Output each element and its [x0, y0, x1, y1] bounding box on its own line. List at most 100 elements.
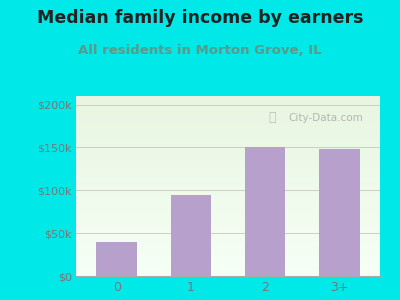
Bar [76, 150, 380, 151]
Bar [76, 99, 380, 100]
Bar [76, 181, 380, 182]
Bar [76, 209, 380, 210]
Bar [76, 225, 380, 226]
Bar [76, 205, 380, 206]
Bar [76, 112, 380, 113]
Bar [76, 193, 380, 194]
Bar [76, 105, 380, 106]
Bar [76, 230, 380, 231]
Bar [76, 261, 380, 262]
Bar [76, 166, 380, 167]
Bar [76, 275, 380, 276]
Bar [76, 108, 380, 109]
Bar [76, 137, 380, 138]
Bar [76, 171, 380, 172]
Bar [76, 157, 380, 158]
Bar [76, 215, 380, 216]
Bar [76, 142, 380, 143]
Bar [76, 179, 380, 180]
Bar [76, 173, 380, 174]
Bar [76, 226, 380, 227]
Bar [76, 119, 380, 120]
Bar [76, 241, 380, 242]
Bar [76, 124, 380, 125]
Bar [76, 178, 380, 179]
Bar [76, 236, 380, 237]
Bar [76, 273, 380, 274]
Bar [76, 127, 380, 128]
Bar [76, 154, 380, 155]
Bar [76, 129, 380, 130]
Bar [76, 113, 380, 114]
Bar [76, 122, 380, 123]
Bar [76, 160, 380, 161]
Bar [76, 155, 380, 156]
Bar [76, 262, 380, 263]
Bar [76, 207, 380, 208]
Bar [96, 242, 137, 276]
Bar [76, 237, 380, 238]
Text: City-Data.com: City-Data.com [289, 112, 364, 123]
Bar [319, 149, 360, 276]
Bar [76, 202, 380, 203]
Bar [76, 254, 380, 255]
Bar [76, 144, 380, 145]
Bar [76, 168, 380, 169]
Bar [76, 148, 380, 149]
Bar [76, 194, 380, 195]
Bar [76, 161, 380, 162]
Text: ⓘ: ⓘ [268, 111, 276, 124]
Bar [76, 118, 380, 119]
Bar [76, 162, 380, 163]
Bar [76, 153, 380, 154]
Bar [76, 244, 380, 245]
Bar [76, 222, 380, 223]
Bar [76, 184, 380, 185]
Bar [76, 180, 380, 181]
Bar [76, 146, 380, 147]
Bar [76, 250, 380, 251]
Bar [76, 242, 380, 243]
Bar [76, 138, 380, 139]
Bar [76, 269, 380, 270]
Text: All residents in Morton Grove, IL: All residents in Morton Grove, IL [78, 44, 322, 56]
Bar [76, 106, 380, 107]
Bar [76, 116, 380, 117]
Bar [76, 251, 380, 252]
Bar [76, 133, 380, 134]
Bar [76, 238, 380, 239]
Bar [76, 210, 380, 211]
Bar [76, 128, 380, 129]
Bar [76, 183, 380, 184]
Bar [76, 175, 380, 176]
Bar [76, 274, 380, 275]
Bar [76, 265, 380, 266]
Bar [76, 235, 380, 236]
Bar [76, 200, 380, 201]
Bar [76, 163, 380, 164]
Bar [76, 125, 380, 126]
Bar [76, 100, 380, 101]
Bar [76, 213, 380, 214]
Bar [76, 272, 380, 273]
Bar [170, 195, 211, 276]
Bar [76, 248, 380, 249]
Bar [76, 151, 380, 152]
Bar [76, 96, 380, 97]
Bar [76, 211, 380, 212]
Bar [76, 247, 380, 248]
Bar [76, 140, 380, 141]
Bar [76, 195, 380, 196]
Bar [76, 252, 380, 253]
Bar [76, 234, 380, 235]
Bar [76, 147, 380, 148]
Bar [76, 98, 380, 99]
Bar [76, 223, 380, 224]
Bar [76, 97, 380, 98]
Bar [76, 185, 380, 186]
Bar [76, 130, 380, 131]
Bar [76, 233, 380, 234]
Bar [76, 214, 380, 215]
Bar [76, 158, 380, 159]
Bar [76, 111, 380, 112]
